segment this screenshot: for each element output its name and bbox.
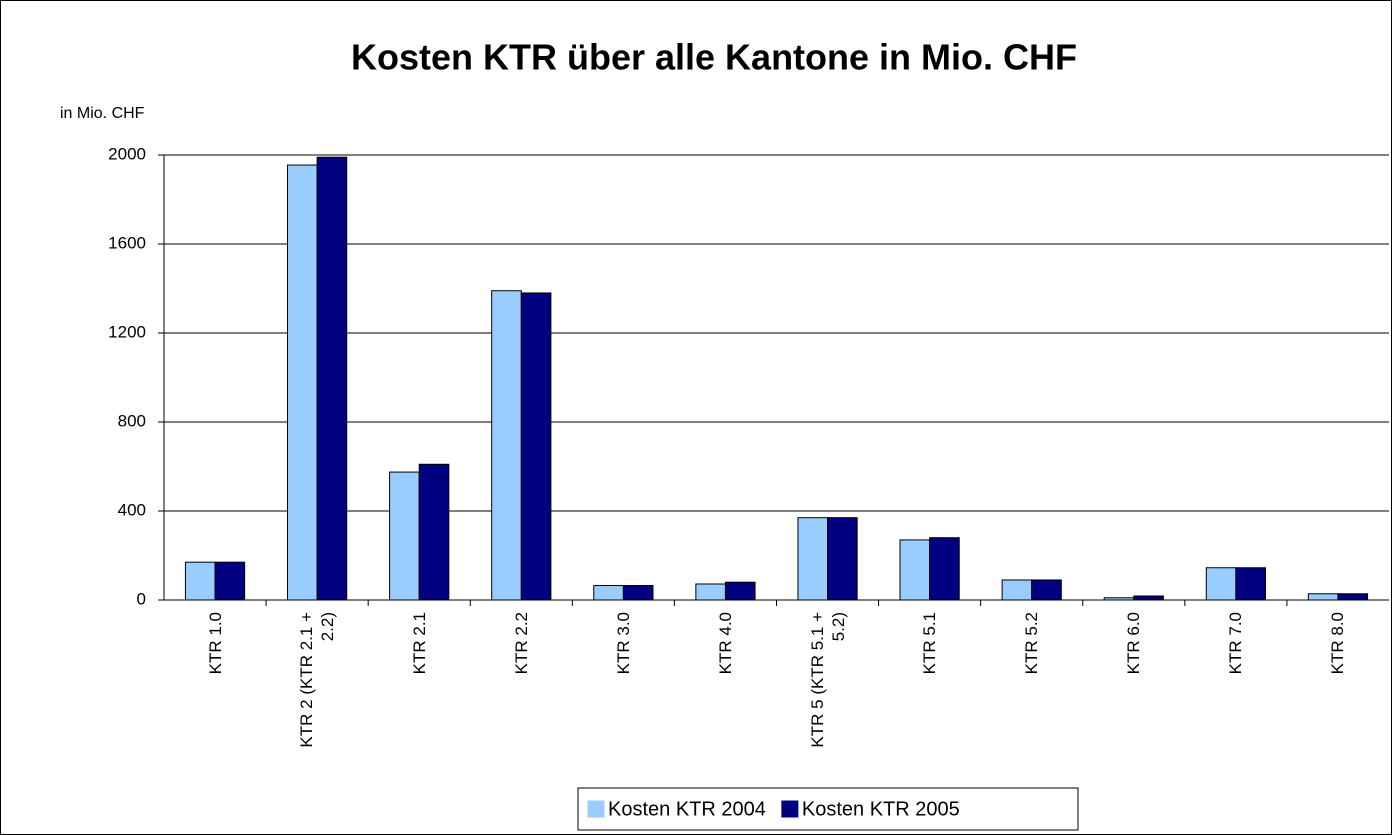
y-tick-label: 400 bbox=[118, 500, 146, 519]
bar bbox=[797, 517, 829, 601]
y-tick-label: 800 bbox=[118, 411, 146, 430]
x-tick-label: KTR 8.0 bbox=[1328, 612, 1348, 675]
y-tick-label: 0 bbox=[137, 589, 146, 608]
legend-box bbox=[577, 787, 1079, 831]
bar bbox=[418, 463, 450, 601]
x-tick-label: KTR 5.2 bbox=[1022, 612, 1042, 675]
x-tick-label: KTR 2.2 bbox=[511, 612, 531, 675]
legend-swatch bbox=[781, 800, 799, 818]
y-tick-label: 1200 bbox=[108, 322, 146, 341]
bar bbox=[1031, 579, 1062, 601]
legend-swatch bbox=[587, 800, 605, 818]
x-tick-label: KTR 4.0 bbox=[715, 612, 735, 675]
bar bbox=[1205, 567, 1237, 601]
chart-title: Kosten KTR über alle Kantone in Mio. CHF bbox=[351, 37, 1077, 78]
legend-label: Kosten KTR 2005 bbox=[802, 798, 960, 820]
bar bbox=[899, 539, 931, 601]
bar bbox=[593, 585, 624, 601]
legend-label: Kosten KTR 2004 bbox=[608, 798, 766, 820]
y-tick-label: 1600 bbox=[108, 233, 146, 252]
bar bbox=[1001, 579, 1033, 601]
y-tick-label: 2000 bbox=[108, 144, 146, 163]
bar bbox=[491, 290, 522, 601]
bar bbox=[1235, 567, 1266, 601]
bar bbox=[520, 292, 552, 601]
x-tick-label: KTR 1.0 bbox=[205, 612, 225, 675]
bar bbox=[1103, 597, 1135, 601]
x-tick-label: KTR 7.0 bbox=[1226, 612, 1246, 675]
x-tick-label: KTR 2 (KTR 2.1 + 2.2) bbox=[297, 612, 338, 748]
bar bbox=[1307, 593, 1339, 601]
bar bbox=[1133, 595, 1164, 601]
x-tick-label: KTR 3.0 bbox=[613, 612, 633, 675]
bar bbox=[929, 537, 960, 601]
x-tick-label: KTR 5.1 bbox=[920, 612, 940, 675]
bar bbox=[184, 561, 216, 601]
bar bbox=[389, 471, 420, 601]
y-axis-label: in Mio. CHF bbox=[60, 105, 145, 122]
bar bbox=[695, 583, 726, 601]
bar bbox=[1337, 593, 1369, 601]
x-tick-label: KTR 2.1 bbox=[409, 612, 429, 675]
x-tick-label: KTR 6.0 bbox=[1124, 612, 1144, 675]
bar bbox=[287, 164, 318, 601]
bar bbox=[827, 517, 858, 601]
bar bbox=[316, 156, 348, 601]
bar bbox=[214, 561, 246, 601]
bar bbox=[622, 585, 654, 601]
bar bbox=[724, 581, 756, 601]
x-tick-label: KTR 5 (KTR 5.1 + 5.2) bbox=[807, 612, 848, 748]
